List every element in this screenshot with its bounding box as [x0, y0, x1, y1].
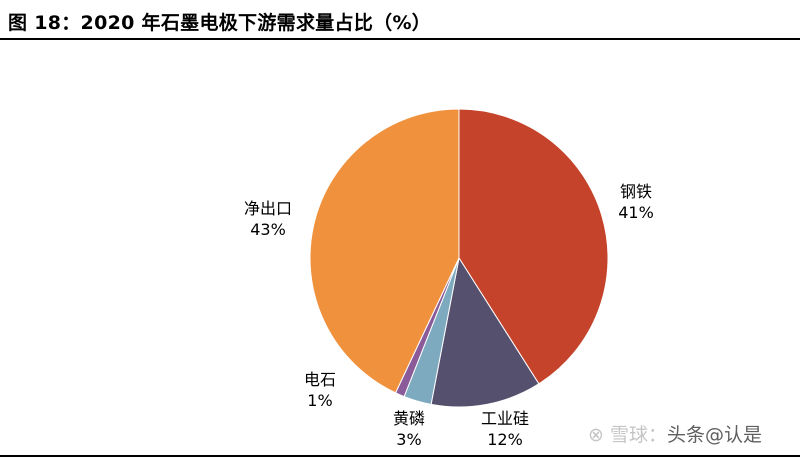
- pie-slice-0: [458, 108, 609, 385]
- slice-label: 黄磷: [393, 409, 425, 428]
- slice-percent-label: 1%: [307, 391, 332, 410]
- slice-percent-label: 41%: [618, 203, 654, 222]
- bottom-divider: [0, 455, 800, 457]
- slice-label: 电石: [304, 370, 336, 389]
- slice-percent-label: 3%: [396, 430, 421, 449]
- title-divider: [0, 38, 800, 40]
- slice-label: 钢铁: [620, 182, 652, 201]
- pie-slice-4: [309, 108, 460, 394]
- snowball-logo-icon: ⊗: [588, 424, 604, 446]
- slice-label: 净出口: [244, 199, 292, 218]
- pie-slice-1: [430, 256, 540, 408]
- chart-title: 图 18：2020 年石墨电极下游需求量占比（%）: [8, 12, 432, 34]
- watermark: ⊗ 雪球：头条@认是: [588, 424, 763, 446]
- slice-percent-label: 12%: [487, 430, 523, 449]
- slice-percent-label: 43%: [250, 220, 286, 239]
- slice-label: 工业硅: [481, 409, 529, 428]
